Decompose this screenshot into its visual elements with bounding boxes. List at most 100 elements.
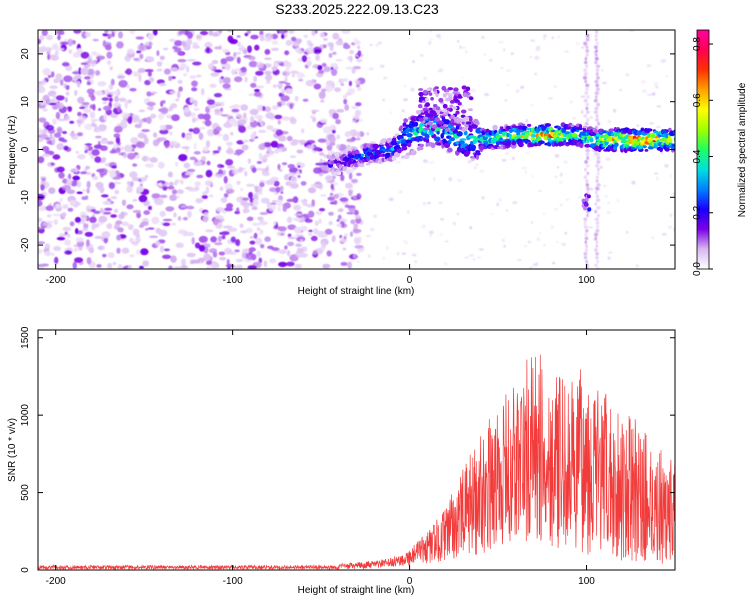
noise-blob bbox=[253, 91, 262, 97]
noise-blob bbox=[144, 163, 154, 168]
noise-blob bbox=[198, 244, 206, 252]
signal-blob bbox=[372, 155, 379, 160]
streak-blob bbox=[584, 167, 587, 172]
noise-blob bbox=[504, 99, 508, 102]
noise-blob bbox=[256, 250, 261, 258]
noise-blob bbox=[38, 200, 43, 207]
noise-blob bbox=[56, 166, 65, 173]
noise-blob bbox=[388, 197, 394, 202]
noise-blob bbox=[113, 142, 118, 150]
noise-blob bbox=[331, 82, 335, 89]
signal-blob bbox=[359, 155, 364, 161]
noise-blob bbox=[430, 102, 435, 105]
signal-blob bbox=[665, 133, 669, 137]
streak-blob bbox=[585, 259, 589, 264]
noise-blob bbox=[357, 260, 360, 263]
streak-blob bbox=[584, 232, 588, 237]
noise-blob bbox=[115, 220, 123, 225]
noise-blob bbox=[260, 197, 270, 204]
noise-blob bbox=[355, 102, 362, 107]
streak-blob bbox=[595, 198, 601, 202]
spectrogram-image bbox=[38, 30, 675, 269]
noise-blob bbox=[377, 41, 382, 45]
signal-blob bbox=[430, 96, 434, 101]
signal-blob bbox=[586, 138, 590, 144]
noise-blob bbox=[334, 87, 342, 93]
signal-blob bbox=[557, 137, 564, 142]
noise-blob bbox=[476, 256, 482, 259]
noise-blob bbox=[236, 140, 245, 145]
signal-blob bbox=[463, 127, 468, 131]
signal-blob bbox=[441, 85, 447, 91]
signal-blob bbox=[472, 139, 478, 145]
noise-blob bbox=[124, 101, 128, 109]
noise-blob bbox=[251, 167, 257, 173]
noise-blob bbox=[75, 237, 85, 243]
noise-blob bbox=[242, 208, 250, 213]
noise-blob bbox=[74, 216, 82, 223]
streak-blob bbox=[594, 236, 598, 241]
noise-blob bbox=[101, 247, 105, 250]
noise-blob bbox=[340, 261, 348, 266]
noise-blob bbox=[346, 138, 355, 143]
noise-blob bbox=[423, 159, 428, 163]
noise-blob bbox=[146, 101, 156, 107]
noise-blob bbox=[80, 216, 88, 220]
noise-blob bbox=[140, 221, 149, 226]
noise-blob bbox=[500, 66, 504, 69]
noise-blob bbox=[291, 139, 299, 143]
noise-blob bbox=[223, 122, 233, 128]
noise-blob bbox=[84, 123, 93, 130]
noise-blob bbox=[238, 166, 243, 173]
noise-blob bbox=[607, 201, 611, 204]
snr-x-ticks: -200 -100 0 100 bbox=[46, 330, 595, 587]
noise-blob bbox=[202, 191, 208, 195]
noise-blob bbox=[192, 127, 201, 135]
noise-blob bbox=[311, 199, 315, 207]
noise-blob bbox=[173, 266, 182, 269]
noise-blob bbox=[167, 185, 175, 190]
noise-blob bbox=[248, 191, 254, 199]
noise-blob bbox=[254, 88, 260, 93]
noise-blob bbox=[262, 172, 270, 177]
noise-blob bbox=[236, 207, 240, 215]
noise-blob bbox=[86, 88, 95, 95]
noise-blob bbox=[275, 186, 281, 193]
streak-blob bbox=[583, 251, 588, 256]
streak-blob bbox=[594, 45, 598, 49]
noise-blob bbox=[104, 89, 110, 96]
noise-blob bbox=[490, 213, 494, 216]
noise-blob bbox=[162, 186, 168, 191]
noise-blob bbox=[319, 32, 325, 38]
noise-blob bbox=[511, 156, 515, 161]
noise-blob bbox=[289, 155, 297, 158]
noise-blob bbox=[527, 240, 531, 244]
noise-blob bbox=[45, 205, 54, 211]
noise-blob bbox=[191, 259, 201, 264]
noise-blob bbox=[496, 202, 500, 207]
noise-blob bbox=[40, 184, 45, 191]
noise-blob bbox=[577, 195, 583, 199]
noise-blob bbox=[240, 201, 247, 206]
noise-blob bbox=[56, 30, 65, 35]
noise-blob bbox=[222, 83, 231, 89]
noise-blob bbox=[179, 62, 187, 69]
noise-blob bbox=[607, 119, 612, 124]
noise-blob bbox=[84, 143, 93, 146]
noise-blob bbox=[54, 256, 59, 264]
noise-blob bbox=[221, 235, 226, 240]
noise-blob bbox=[353, 78, 357, 83]
noise-blob bbox=[86, 180, 91, 189]
noise-blob bbox=[344, 104, 350, 111]
noise-blob bbox=[86, 188, 90, 194]
noise-blob bbox=[174, 40, 183, 47]
noise-blob bbox=[121, 247, 130, 254]
noise-blob bbox=[238, 125, 247, 133]
noise-blob bbox=[169, 194, 178, 201]
noise-blob bbox=[142, 260, 150, 267]
signal-blob bbox=[424, 97, 429, 102]
noise-blob bbox=[530, 221, 534, 224]
noise-blob bbox=[669, 213, 673, 217]
noise-blob bbox=[199, 30, 209, 36]
noise-blob bbox=[249, 116, 255, 123]
